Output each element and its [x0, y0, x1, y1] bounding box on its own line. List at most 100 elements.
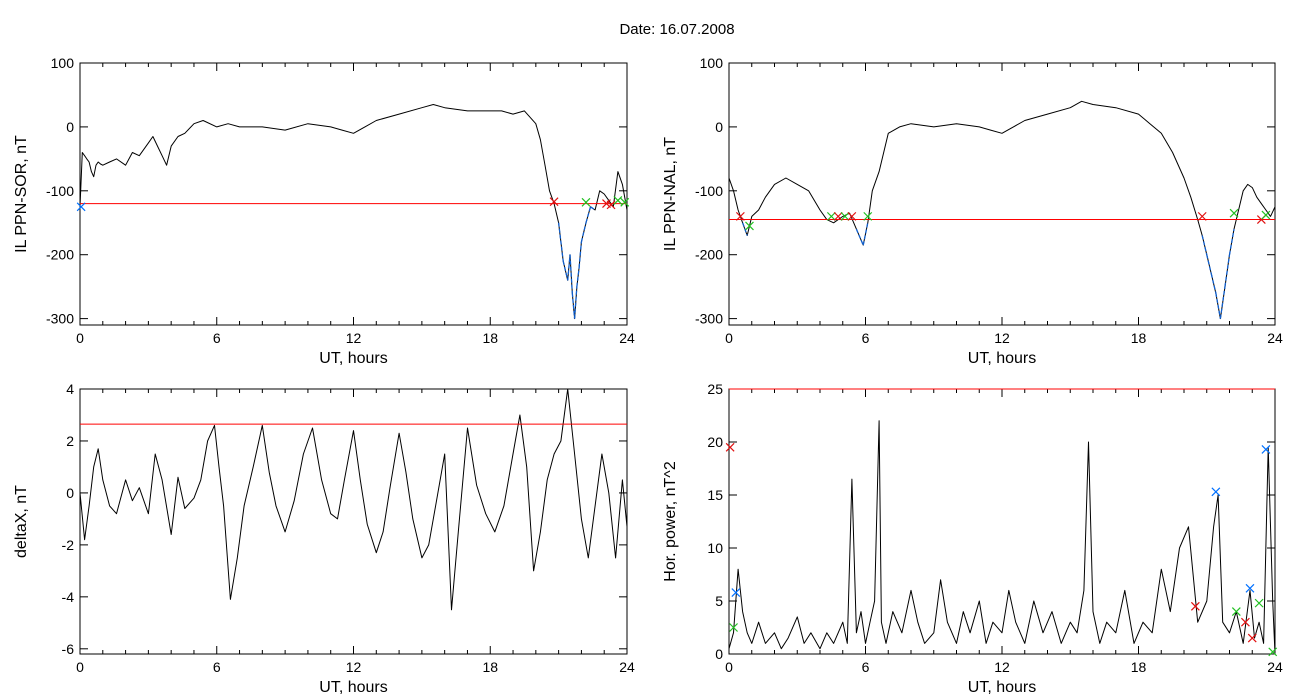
cross-marker: [1197, 211, 1207, 221]
x-tick-label: 18: [1131, 330, 1147, 346]
event-segment: [1219, 286, 1226, 319]
y-tick-label: -300: [695, 311, 723, 327]
cross-marker: [1268, 647, 1278, 657]
x-tick-label: 0: [76, 330, 84, 346]
x-tick-label: 0: [725, 659, 733, 675]
cross-marker: [735, 211, 745, 221]
x-tick-label: 6: [862, 330, 870, 346]
cross-marker: [549, 197, 559, 207]
cross-marker: [76, 202, 86, 212]
x-axis-label: UT, hours: [319, 350, 387, 367]
series-line: [80, 389, 627, 611]
y-tick-label: 100: [700, 55, 724, 71]
event-segment: [569, 254, 573, 294]
plot-area: [729, 100, 1275, 320]
y-tick-label: 0: [715, 646, 723, 662]
y-tick-label: 0: [715, 119, 723, 135]
cross-marker: [613, 195, 623, 205]
cross-marker: [1245, 583, 1255, 593]
cross-marker: [1247, 633, 1257, 643]
x-axis-label: UT, hours: [968, 679, 1036, 696]
cross-marker: [826, 211, 836, 221]
event-segment: [1224, 254, 1231, 287]
x-tick-label: 12: [346, 659, 362, 675]
cross-marker: [863, 211, 873, 221]
x-tick-label: 12: [994, 330, 1010, 346]
x-axis-label: UT, hours: [968, 350, 1036, 367]
series-line: [80, 104, 627, 320]
y-tick-label: 0: [66, 485, 74, 501]
plot-frame: [79, 388, 628, 655]
cross-marker: [1261, 444, 1271, 454]
event-segment: [580, 222, 587, 243]
y-tick-label: 20: [707, 434, 723, 450]
cross-marker: [581, 197, 591, 207]
y-tick-label: 15: [707, 487, 723, 503]
event-segment: [1228, 229, 1235, 255]
panel-hor-power: 0 6 12 18 24 0 5 10 15 20 25 UT, hours Hor. power, n…: [662, 381, 1283, 696]
event-segment: [567, 254, 571, 281]
panel-il-ppn-sor: 0 6 12 18 24 -300 -200 -100 0 100 UT, hours IL PPN-…: [13, 55, 635, 367]
plot-frame: [79, 62, 628, 326]
event-segment: [578, 241, 583, 268]
x-tick-label: 0: [76, 659, 84, 675]
x-tick-label: 0: [725, 330, 733, 346]
event-segment: [1210, 273, 1217, 294]
event-segment: [1206, 254, 1212, 275]
event-segment: [573, 286, 578, 319]
y-tick-label: -100: [46, 183, 74, 199]
event-segment: [571, 292, 576, 319]
cross-marker: [1261, 210, 1271, 220]
event-segment: [1201, 235, 1208, 255]
cross-marker: [1241, 617, 1250, 627]
y-axis-label: IL PPN-NAL, nT: [662, 137, 679, 251]
x-tick-label: 18: [482, 659, 498, 675]
x-tick-label: 24: [1267, 659, 1283, 675]
cross-marker: [833, 211, 843, 221]
figure-title: Date: 16.07.2008: [619, 21, 734, 38]
event-segment: [862, 222, 869, 246]
plot-area: [80, 104, 627, 320]
cross-marker: [606, 200, 616, 210]
cross-marker: [725, 442, 735, 452]
event-segment: [590, 206, 596, 211]
x-tick-label: 24: [619, 330, 635, 346]
cross-marker: [1231, 607, 1241, 617]
event-segment: [1215, 292, 1222, 319]
cross-marker: [620, 197, 630, 207]
event-segment: [742, 222, 748, 236]
y-axis-label: deltaX, nT: [13, 485, 30, 558]
cross-marker: [1229, 208, 1239, 218]
plot-area: [80, 389, 627, 611]
cross-marker: [847, 211, 857, 221]
y-tick-label: 0: [66, 119, 74, 135]
event-segment: [585, 206, 592, 223]
event-segment: [576, 267, 580, 287]
x-tick-label: 12: [346, 330, 362, 346]
y-tick-label: 100: [51, 55, 75, 71]
y-tick-label: 4: [66, 381, 74, 397]
x-tick-label: 6: [213, 659, 221, 675]
cross-marker: [840, 211, 850, 221]
y-tick-label: -100: [695, 183, 723, 199]
x-tick-label: 6: [862, 659, 870, 675]
series-line: [729, 100, 1275, 320]
x-tick-label: 12: [994, 659, 1010, 675]
plot-frame: [728, 388, 1276, 655]
panel-il-ppn-nal: 0 6 12 18 24 -300 -200 -100 0 100 UT, hours IL PPN-…: [662, 55, 1283, 367]
plot-area: [729, 420, 1275, 654]
y-tick-label: 25: [707, 381, 723, 397]
x-tick-label: 24: [1267, 330, 1283, 346]
y-tick-label: -2: [62, 537, 75, 553]
x-tick-label: 18: [1131, 659, 1147, 675]
y-axis-label: IL PPN-SOR, nT: [13, 135, 30, 253]
x-tick-label: 6: [213, 330, 221, 346]
event-segment: [557, 222, 564, 262]
x-tick-label: 18: [482, 330, 498, 346]
y-axis-label: Hor. power, nT^2: [662, 461, 679, 582]
x-tick-label: 24: [619, 659, 635, 675]
cross-marker: [1211, 487, 1221, 497]
y-tick-label: 10: [707, 540, 723, 556]
y-tick-label: -4: [62, 589, 75, 605]
